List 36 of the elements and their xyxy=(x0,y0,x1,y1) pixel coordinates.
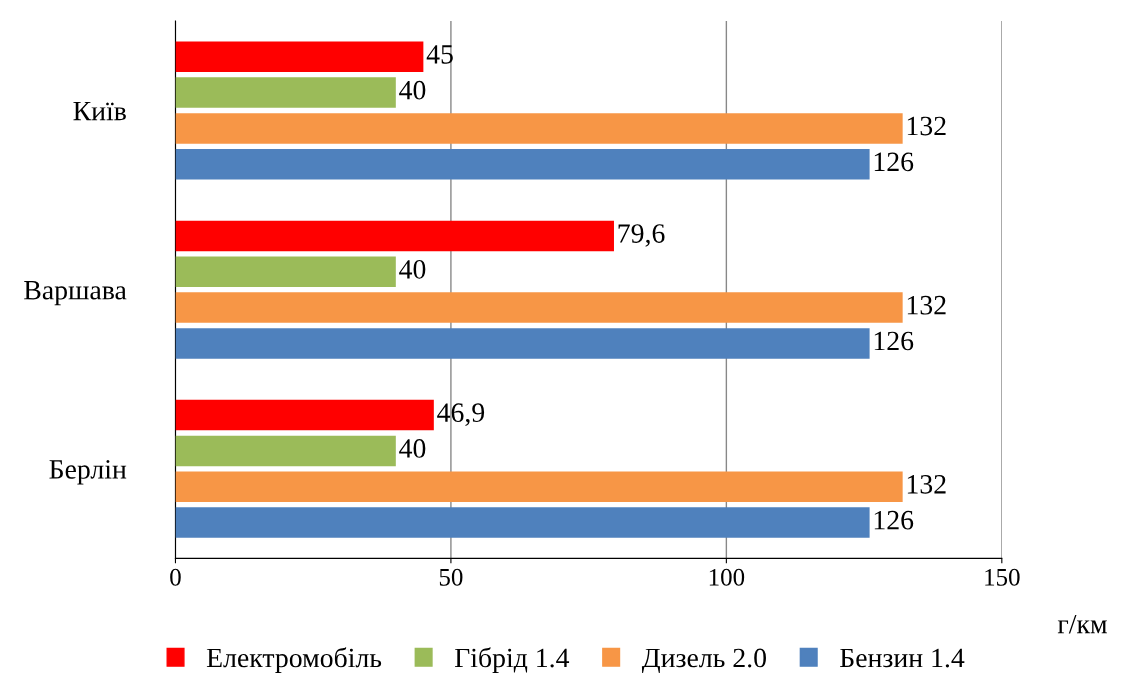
data-label: 132 xyxy=(907,295,946,315)
y-tick-label: Берлін xyxy=(49,460,127,485)
bar xyxy=(175,220,614,252)
bar xyxy=(175,41,424,72)
bar xyxy=(175,328,870,359)
data-label: 40 xyxy=(399,439,426,458)
x-tick-label: 50 xyxy=(439,568,463,586)
data-label: 40 xyxy=(399,80,426,100)
data-label: 126 xyxy=(874,331,914,351)
legend-label: Бензин 1.4 xyxy=(840,648,965,668)
bar xyxy=(175,77,396,108)
data-label: 40 xyxy=(399,259,426,279)
bar xyxy=(175,435,396,467)
data-label: 45 xyxy=(426,45,453,64)
y-tick-label: Київ xyxy=(73,101,126,121)
bar xyxy=(175,149,870,180)
y-tick-label: Варшава xyxy=(24,281,127,306)
legend-label: Електромобіль xyxy=(206,647,382,673)
data-label: 46,9 xyxy=(437,403,485,427)
bar xyxy=(175,399,434,431)
data-label: 126 xyxy=(874,152,914,172)
x-tick-label: 150 xyxy=(985,568,1020,586)
bar xyxy=(175,292,903,323)
data-label: 126 xyxy=(874,510,914,530)
bar xyxy=(175,113,903,144)
data-label: 79,6 xyxy=(618,224,665,247)
bar xyxy=(175,471,903,502)
data-label: 132 xyxy=(907,116,946,136)
legend-label: Дизель 2.0 xyxy=(641,648,766,673)
x-tick-label: 0 xyxy=(170,568,181,586)
bar xyxy=(175,507,870,538)
legend-label: Гібрід 1.4 xyxy=(454,647,570,673)
x-axis-title: г/км xyxy=(1057,614,1107,634)
x-tick-label: 100 xyxy=(709,568,745,586)
bar xyxy=(175,256,396,287)
data-label: 132 xyxy=(907,475,946,494)
